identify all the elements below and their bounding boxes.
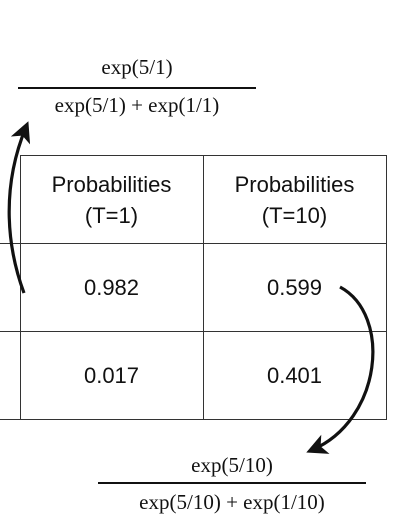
header-t10-line2: (T=10)	[261, 202, 328, 228]
header-probabilities-t1: Probabilities (T=1)	[19, 155, 204, 244]
formula-t10-fraction-bar	[98, 482, 366, 484]
softmax-formula-t10: exp(5/10) exp(5/10) + exp(1/10)	[98, 455, 366, 513]
cell-row2-t1: 0.017	[19, 331, 204, 420]
formula-t10-numerator: exp(5/10)	[191, 453, 273, 477]
header-t1-line1: Probabilities	[51, 171, 172, 197]
cell-row1-t1: 0.982	[19, 243, 204, 332]
formula-t1-denominator: exp(5/1) + exp(1/1)	[54, 92, 220, 117]
probability-table: Probabilities (T=1) Probabilities (T=10)…	[0, 155, 387, 420]
header-probabilities-t10: Probabilities (T=10)	[202, 155, 387, 244]
formula-t1-fraction-bar	[18, 87, 256, 89]
table-row: 0.017 0.401	[0, 331, 387, 420]
formula-t10-denominator: exp(5/10) + exp(1/10)	[139, 489, 325, 514]
softmax-formula-t1: exp(5/1) exp(5/1) + exp(1/1)	[18, 57, 256, 116]
table-header-row: Probabilities (T=1) Probabilities (T=10)	[0, 155, 387, 244]
table-row: 0.982 0.599	[0, 243, 387, 332]
header-t10-line1: Probabilities	[234, 171, 355, 197]
table-stub-cell	[0, 243, 21, 332]
table-stub-cell	[0, 331, 21, 420]
table-stub-cell	[0, 155, 21, 244]
formula-t1-numerator: exp(5/1)	[101, 55, 173, 79]
header-t1-line2: (T=1)	[84, 202, 139, 228]
cell-row2-t10: 0.401	[202, 331, 387, 420]
cell-row1-t10: 0.599	[202, 243, 387, 332]
